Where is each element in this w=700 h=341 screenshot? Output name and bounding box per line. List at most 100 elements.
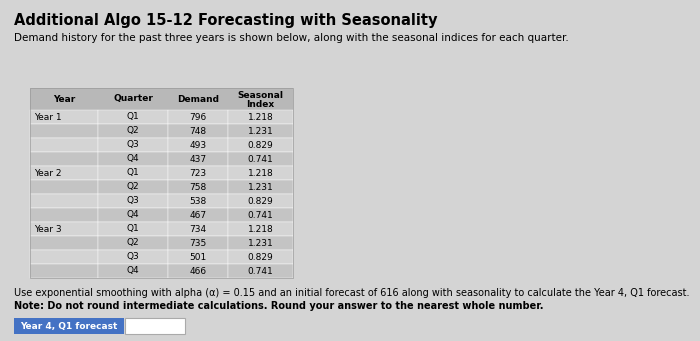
Bar	[168, 110, 228, 124]
Bar	[168, 264, 228, 278]
Bar	[98, 138, 168, 152]
Text: Quarter: Quarter	[113, 94, 153, 104]
Bar	[168, 236, 228, 250]
Bar	[228, 166, 293, 180]
Text: 1.231: 1.231	[248, 127, 274, 135]
Bar	[30, 208, 98, 222]
Text: 466: 466	[190, 267, 206, 276]
Text: Q2: Q2	[127, 127, 139, 135]
Bar	[228, 250, 293, 264]
Bar	[98, 236, 168, 250]
Bar	[228, 152, 293, 166]
Bar	[228, 236, 293, 250]
Text: Seasonal: Seasonal	[237, 91, 284, 100]
Text: Q2: Q2	[127, 182, 139, 192]
Text: 501: 501	[190, 252, 206, 262]
Text: Year 4, Q1 forecast: Year 4, Q1 forecast	[20, 322, 118, 330]
Bar	[98, 180, 168, 194]
Text: 723: 723	[190, 168, 206, 178]
Bar	[14, 318, 124, 334]
Bar	[30, 264, 98, 278]
Bar	[168, 194, 228, 208]
Bar	[228, 110, 293, 124]
Text: 1.231: 1.231	[248, 182, 274, 192]
Bar	[125, 318, 185, 334]
Text: 796: 796	[190, 113, 206, 121]
Bar	[30, 88, 293, 110]
Text: 0.829: 0.829	[248, 196, 274, 206]
Bar	[98, 110, 168, 124]
Text: Demand: Demand	[177, 94, 219, 104]
Text: Q4: Q4	[127, 154, 139, 163]
Bar	[168, 222, 228, 236]
Text: Q1: Q1	[127, 168, 139, 178]
Bar	[30, 236, 98, 250]
Bar	[228, 208, 293, 222]
Bar	[168, 152, 228, 166]
Text: Q3: Q3	[127, 252, 139, 262]
Bar	[98, 194, 168, 208]
Bar	[30, 250, 98, 264]
Bar	[30, 124, 98, 138]
Bar	[30, 152, 98, 166]
Bar	[228, 264, 293, 278]
Bar	[228, 222, 293, 236]
Bar	[98, 124, 168, 138]
Text: 467: 467	[190, 210, 206, 220]
Text: Index: Index	[246, 100, 274, 109]
Text: Year 1: Year 1	[34, 113, 62, 121]
Bar	[228, 124, 293, 138]
Text: 437: 437	[190, 154, 206, 163]
Text: Q4: Q4	[127, 267, 139, 276]
Text: Year: Year	[53, 94, 75, 104]
Bar	[30, 166, 98, 180]
Bar	[30, 222, 98, 236]
Text: Q2: Q2	[127, 238, 139, 248]
Text: 538: 538	[190, 196, 206, 206]
Text: 735: 735	[190, 238, 206, 248]
Text: 734: 734	[190, 224, 206, 234]
Text: Q3: Q3	[127, 140, 139, 149]
Bar	[228, 194, 293, 208]
Text: 748: 748	[190, 127, 206, 135]
Bar	[98, 208, 168, 222]
Bar	[30, 180, 98, 194]
Text: 1.231: 1.231	[248, 238, 274, 248]
Text: Note: Do not round intermediate calculations. Round your answer to the nearest w: Note: Do not round intermediate calculat…	[14, 301, 543, 311]
Bar	[30, 110, 98, 124]
Text: 0.829: 0.829	[248, 140, 274, 149]
Text: Year 2: Year 2	[34, 168, 62, 178]
Text: 0.741: 0.741	[248, 267, 274, 276]
Bar	[98, 250, 168, 264]
Bar	[98, 264, 168, 278]
Bar	[228, 138, 293, 152]
Text: Q4: Q4	[127, 210, 139, 220]
Bar	[30, 88, 293, 278]
Text: 1.218: 1.218	[248, 224, 274, 234]
Text: Additional Algo 15-12 Forecasting with Seasonality: Additional Algo 15-12 Forecasting with S…	[14, 13, 438, 28]
Bar	[30, 194, 98, 208]
Text: 493: 493	[190, 140, 206, 149]
Text: Year 3: Year 3	[34, 224, 62, 234]
Text: Use exponential smoothing with alpha (α) = 0.15 and an initial forecast of 616 a: Use exponential smoothing with alpha (α)…	[14, 288, 690, 298]
Text: 758: 758	[190, 182, 206, 192]
Bar	[168, 180, 228, 194]
Bar	[168, 166, 228, 180]
Text: 1.218: 1.218	[248, 113, 274, 121]
Bar	[168, 124, 228, 138]
Bar	[98, 222, 168, 236]
Text: 0.741: 0.741	[248, 210, 274, 220]
Bar	[168, 138, 228, 152]
Bar	[98, 152, 168, 166]
Text: 1.218: 1.218	[248, 168, 274, 178]
Bar	[228, 180, 293, 194]
Text: Demand history for the past three years is shown below, along with the seasonal : Demand history for the past three years …	[14, 33, 568, 43]
Text: 0.741: 0.741	[248, 154, 274, 163]
Text: Q1: Q1	[127, 113, 139, 121]
Text: 0.829: 0.829	[248, 252, 274, 262]
Text: Q3: Q3	[127, 196, 139, 206]
Bar	[168, 208, 228, 222]
Text: Q1: Q1	[127, 224, 139, 234]
Bar	[30, 138, 98, 152]
Bar	[168, 250, 228, 264]
